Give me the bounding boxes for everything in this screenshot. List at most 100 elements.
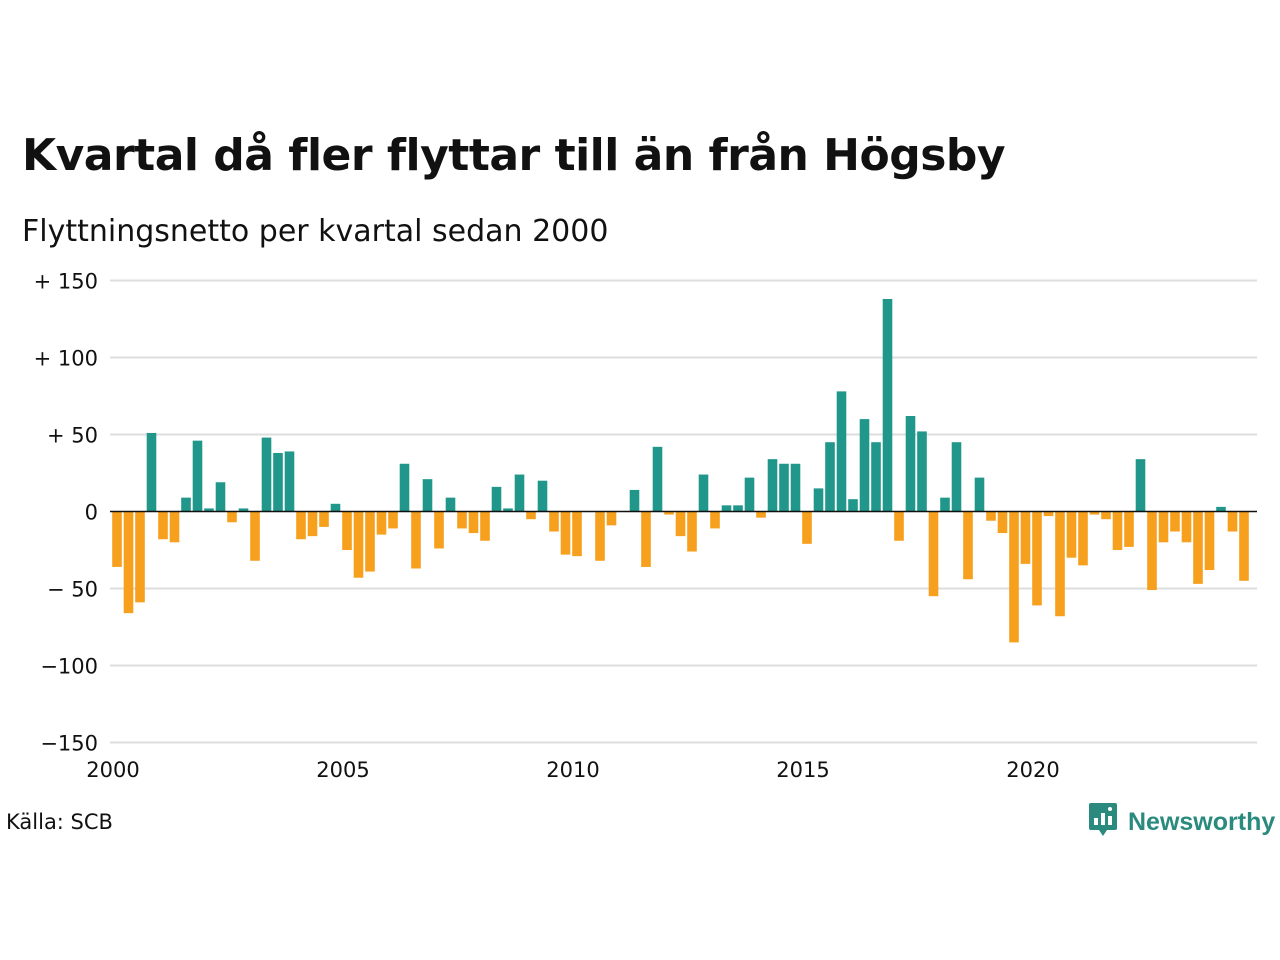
y-tick-label: + 150 — [34, 270, 98, 294]
x-tick-label: 2000 — [86, 758, 139, 782]
x-tick-label: 2005 — [316, 758, 369, 782]
bar-2020-Q4 — [1066, 511, 1077, 558]
bar-2007-Q3 — [457, 511, 467, 529]
bar-2021-Q4 — [1112, 511, 1123, 550]
bar-2011-Q2 — [629, 489, 640, 512]
bar-2010-Q1 — [572, 511, 582, 557]
bar-2013-Q2 — [721, 505, 732, 512]
bar-2015-Q1 — [802, 511, 812, 544]
bar-2003-Q3 — [273, 452, 283, 512]
bar-2017-Q2 — [905, 416, 916, 512]
bar-2016-Q3 — [871, 442, 881, 512]
chart-title: Kvartal då fler flyttar till än från Hög… — [22, 130, 1006, 181]
bar-2002-Q2 — [215, 482, 226, 512]
bar-2012-Q1 — [664, 511, 674, 515]
bar-2003-Q1 — [250, 511, 260, 561]
bar-2007-Q1 — [434, 511, 444, 549]
bar-2000-Q2 — [123, 511, 134, 614]
brand-name: Newsworthy — [1128, 807, 1276, 836]
y-tick-label: −100 — [40, 655, 98, 679]
bar-2001-Q3 — [181, 497, 191, 512]
bar-2014-Q2 — [767, 459, 778, 512]
bar-2019-Q4 — [1020, 511, 1031, 564]
bar-2018-Q4 — [974, 477, 985, 512]
bar-2016-Q4 — [882, 298, 893, 512]
source-note: Källa: SCB — [6, 810, 113, 834]
bar-2006-Q3 — [411, 511, 421, 569]
bar-2018-Q3 — [963, 511, 973, 580]
bar-2011-Q3 — [641, 511, 651, 567]
bar-2020-Q1 — [1032, 511, 1042, 606]
bar-2008-Q3 — [503, 508, 513, 512]
bar-2008-Q4 — [514, 474, 525, 512]
chart-subtitle: Flyttningsnetto per kvartal sedan 2000 — [22, 214, 609, 249]
x-tick-label: 2020 — [1006, 758, 1059, 782]
bar-2001-Q4 — [192, 440, 203, 512]
bar-2002-Q1 — [204, 508, 214, 512]
y-tick-label: + 100 — [34, 347, 98, 371]
bar-2017-Q4 — [928, 511, 939, 597]
y-tick-label: 0 — [85, 501, 98, 525]
bar-2009-Q2 — [537, 480, 548, 512]
bar-2009-Q1 — [526, 511, 536, 520]
bar-2005-Q3 — [365, 511, 375, 572]
bar-2005-Q4 — [376, 511, 387, 535]
bar-2006-Q1 — [388, 511, 398, 529]
brand-logo: Newsworthy — [1088, 803, 1275, 841]
bar-2009-Q3 — [549, 511, 559, 532]
bar-2005-Q2 — [353, 511, 364, 578]
bar-2002-Q3 — [227, 511, 237, 523]
bar-2010-Q3 — [595, 511, 605, 561]
bar-2022-Q2 — [1135, 459, 1146, 512]
bar-2012-Q4 — [698, 474, 709, 512]
bar-2004-Q3 — [319, 511, 329, 527]
bar-2000-Q3 — [135, 511, 145, 603]
y-axis-tick-labels: + 150 + 100 + 50 0 − 50 −100 −150 — [34, 270, 98, 756]
bar-2023-Q2 — [1181, 511, 1192, 543]
bar-2015-Q4 — [836, 391, 847, 512]
bar-2002-Q4 — [238, 508, 249, 512]
bar-2018-Q1 — [940, 497, 950, 512]
bar-2019-Q2 — [997, 511, 1008, 534]
bar-2014-Q4 — [790, 463, 801, 512]
bars — [112, 298, 1249, 643]
bar-2000-Q4 — [146, 432, 157, 512]
bar-2015-Q3 — [825, 442, 835, 512]
y-tick-label: − 50 — [47, 578, 98, 602]
bar-2024-Q2 — [1227, 511, 1238, 532]
bar-2006-Q2 — [399, 463, 410, 512]
bar-2017-Q3 — [917, 431, 927, 512]
bar-2006-Q4 — [422, 479, 433, 512]
bar-2001-Q2 — [169, 511, 180, 543]
newsworthy-logo-icon — [1088, 801, 1118, 843]
bar-2009-Q4 — [560, 511, 571, 555]
bar-2020-Q3 — [1055, 511, 1065, 617]
bar-2022-Q1 — [1124, 511, 1134, 547]
bar-2011-Q4 — [652, 446, 663, 512]
bar-2024-Q3 — [1239, 511, 1249, 581]
bar-2003-Q4 — [284, 451, 295, 512]
bar-2004-Q4 — [330, 503, 341, 512]
bar-2000-Q1 — [112, 511, 122, 567]
bar-2023-Q3 — [1193, 511, 1203, 584]
y-tick-label: + 50 — [47, 424, 98, 448]
bar-2008-Q2 — [491, 486, 502, 512]
bar-2019-Q1 — [986, 511, 996, 521]
bar-2022-Q3 — [1147, 511, 1157, 591]
bar-2023-Q1 — [1170, 511, 1180, 532]
bar-2007-Q2 — [445, 497, 456, 512]
x-axis-tick-labels: 2000 2005 2010 2015 2020 — [86, 741, 1257, 782]
bar-2020-Q2 — [1043, 511, 1054, 517]
bar-2007-Q4 — [468, 511, 479, 534]
bar-2014-Q3 — [779, 463, 789, 512]
bar-2016-Q1 — [848, 499, 858, 512]
bar-2010-Q4 — [606, 511, 617, 526]
bar-2023-Q4 — [1204, 511, 1215, 571]
bar-2024-Q1 — [1216, 506, 1226, 512]
bar-2005-Q1 — [342, 511, 352, 550]
bar-2018-Q2 — [951, 442, 962, 512]
bar-2001-Q1 — [158, 511, 168, 540]
bar-2021-Q3 — [1101, 511, 1111, 520]
bar-2015-Q2 — [813, 488, 824, 512]
